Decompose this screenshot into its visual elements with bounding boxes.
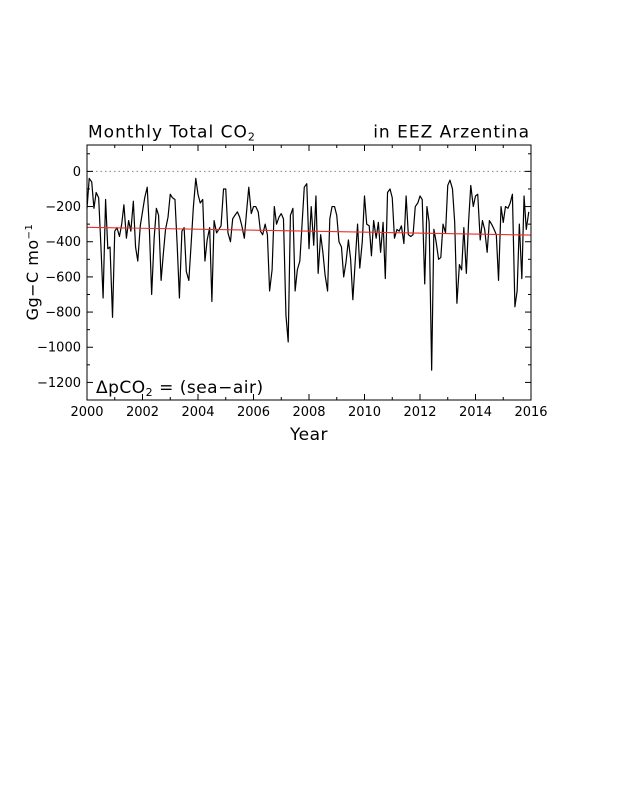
y-tick-label: −200 [45,200,81,215]
annotation-main: ΔpCO [96,378,146,398]
x-axis-title: Year [289,425,328,445]
y-tick-label: −600 [45,270,81,285]
x-tick-label: 2004 [181,405,214,420]
y-axis: 0 −200 −400 −600 −800 −1000 −1200 [37,153,531,401]
y-axis-title-main: Gg−C mo [23,239,42,320]
x-tick-label: 2010 [348,405,381,420]
chart-title-right: in EEZ Arzentina [373,123,530,143]
y-axis-title-superscript: −1 [24,224,35,240]
chart-title-left: Monthly Total CO2 [88,123,256,144]
y-tick-label: −400 [45,235,81,250]
x-tick-label: 2016 [514,405,547,420]
x-tick-label: 2002 [126,405,159,420]
x-tick-label: 2012 [403,405,436,420]
y-axis-title: Gg−C mo−1 [23,224,42,321]
series-line-trend [86,226,532,236]
annotation-rest: = (sea−air) [153,378,263,398]
chart-annotation: ΔpCO2 = (sea−air) [96,378,264,399]
x-tick-label: 2008 [292,405,325,420]
plot-frame [86,144,532,401]
plot-area [86,177,532,371]
x-tick-label: 2006 [237,405,270,420]
x-tick-label: 2000 [70,405,103,420]
y-tick-label: −1000 [37,341,81,356]
y-tick-label: 0 [73,165,81,180]
x-tick-label: 2014 [459,405,492,420]
y-tick-label: −800 [45,306,81,321]
y-tick-label: −1200 [37,376,81,391]
chart-title-left-subscript: 2 [248,131,256,144]
chart-title-left-main: Monthly Total CO [88,123,248,143]
series-line-monthly-co2 [86,177,530,371]
annotation-subscript: 2 [146,386,154,399]
x-axis: 2000 2002 2004 2006 2008 2010 2012 2014 2016 [70,145,548,420]
